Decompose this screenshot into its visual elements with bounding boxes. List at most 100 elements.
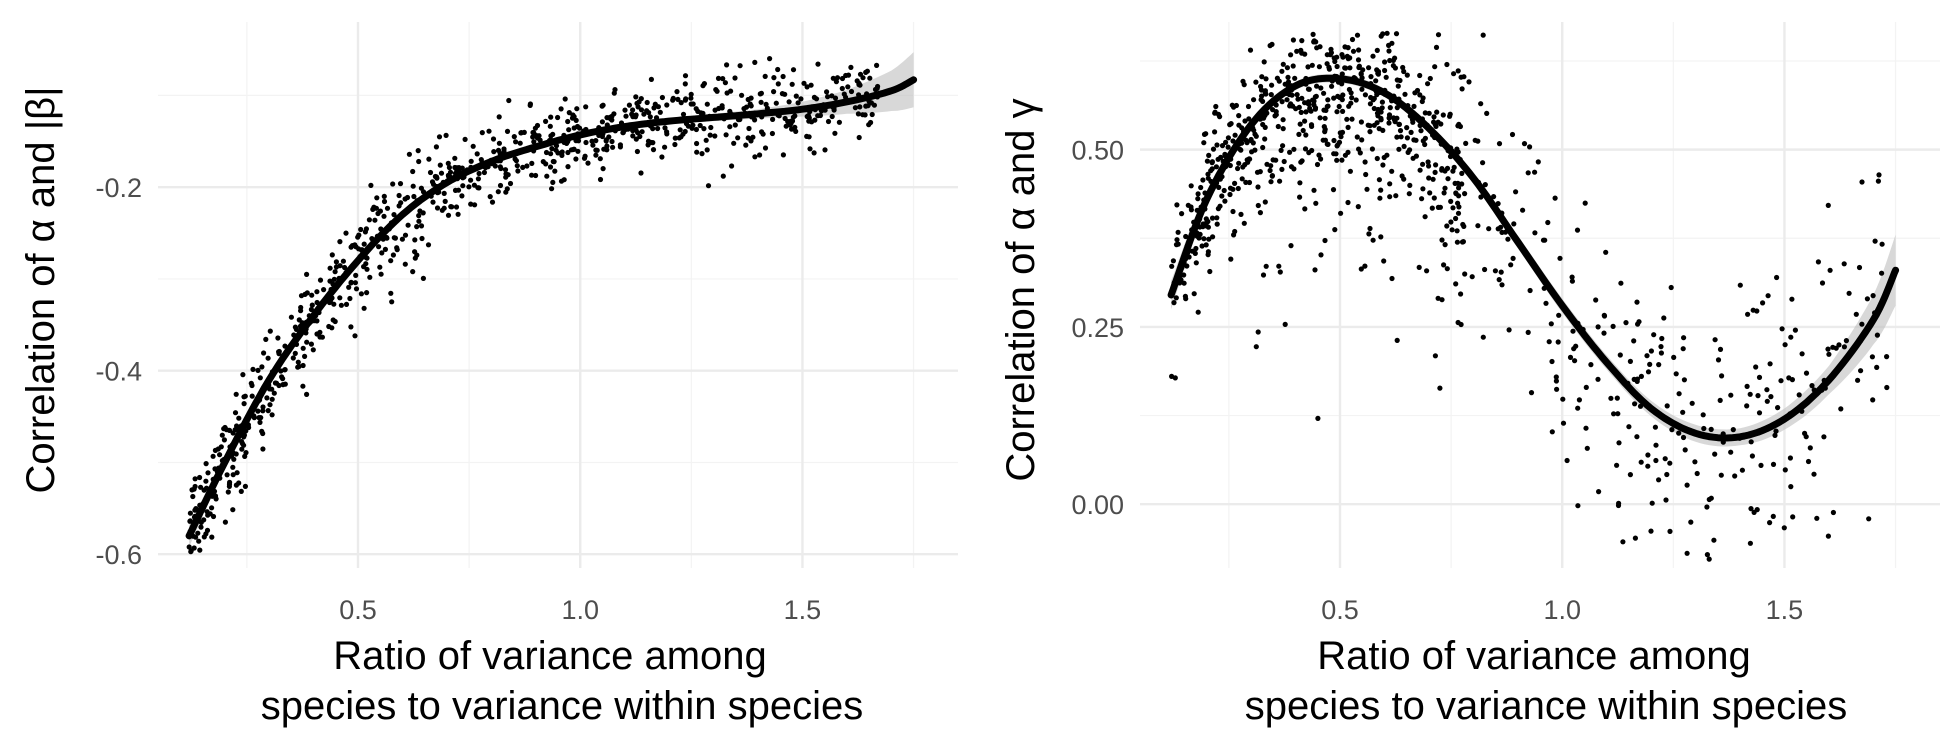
data-point [1496, 141, 1503, 147]
data-point [701, 126, 707, 132]
data-point [1435, 32, 1442, 38]
data-point [1389, 40, 1395, 46]
data-point [288, 314, 294, 320]
data-point [1874, 364, 1880, 370]
data-point [1253, 79, 1259, 85]
data-point [1664, 403, 1670, 409]
data-point [1395, 83, 1401, 89]
data-point [1549, 358, 1555, 365]
data-point [443, 132, 449, 138]
left-scatter-panel: 0.5 1.0 1.5 -0.6 -0.4 -0.2 Correlation of α a… [19, 22, 958, 728]
data-point [1532, 230, 1538, 236]
data-point [593, 147, 599, 153]
left-y-axis-title: Correlation of α and |β| [19, 86, 63, 493]
data-point [1681, 335, 1687, 341]
data-point [1302, 51, 1308, 57]
data-point [1366, 65, 1372, 71]
data-point [1378, 187, 1384, 193]
data-point [331, 301, 337, 307]
data-point [203, 478, 209, 484]
data-point [729, 163, 735, 169]
data-point [1306, 150, 1312, 156]
data-point [1542, 237, 1548, 243]
data-point [1246, 116, 1252, 122]
data-point [1451, 71, 1457, 77]
data-point [1661, 315, 1667, 321]
data-point [1232, 180, 1238, 186]
data-point [555, 114, 561, 121]
data-point [1407, 182, 1413, 188]
data-point [1179, 211, 1185, 217]
data-point [267, 328, 273, 334]
data-point [1819, 280, 1826, 286]
data-point [1570, 328, 1576, 334]
data-point [352, 333, 358, 339]
data-point [338, 302, 344, 308]
data-point [1345, 199, 1351, 206]
data-point [337, 295, 343, 301]
data-point [1230, 138, 1236, 144]
data-point [1424, 268, 1430, 274]
data-point [1441, 262, 1447, 268]
data-point [379, 250, 385, 256]
data-point [1217, 114, 1223, 120]
data-point [1653, 442, 1659, 448]
data-point [1368, 74, 1374, 80]
data-point [1453, 215, 1459, 222]
data-point [1401, 176, 1407, 182]
data-point [236, 415, 242, 421]
data-point [438, 170, 445, 176]
data-point [724, 62, 730, 68]
data-point [1717, 397, 1723, 403]
data-point [476, 185, 482, 191]
data-point [372, 217, 378, 223]
data-point [1362, 263, 1368, 269]
data-point [221, 437, 227, 443]
data-point [221, 426, 227, 432]
data-point [630, 133, 636, 139]
data-point [511, 134, 517, 140]
data-point [1732, 473, 1738, 479]
data-point [390, 252, 396, 258]
data-point [1371, 105, 1377, 112]
data-point [1583, 384, 1589, 390]
data-point [688, 95, 694, 101]
data-point [1303, 109, 1309, 115]
data-point [1363, 171, 1369, 178]
data-point [242, 483, 248, 489]
data-point [1401, 68, 1407, 75]
data-point [1205, 224, 1211, 230]
data-point [304, 271, 310, 277]
data-point [1216, 184, 1222, 190]
data-point [694, 140, 700, 147]
data-point [1235, 185, 1241, 192]
data-point [1764, 398, 1770, 404]
data-point [1332, 58, 1338, 65]
y-tick-label: -0.6 [95, 540, 142, 570]
data-point [317, 277, 324, 283]
data-point [342, 264, 348, 271]
right-fit-line [1167, 74, 1900, 442]
data-point [1673, 371, 1679, 377]
data-point [1181, 280, 1187, 286]
data-point [1667, 460, 1673, 466]
data-point [261, 350, 267, 356]
data-point [1432, 353, 1438, 359]
data-point [346, 284, 352, 290]
data-point [1879, 270, 1885, 276]
data-point [1431, 114, 1437, 120]
data-point [1300, 127, 1306, 134]
data-point [441, 205, 447, 211]
data-point [515, 168, 521, 174]
data-point [1356, 47, 1362, 53]
data-point [1475, 223, 1481, 229]
data-point [1201, 140, 1207, 146]
data-point [662, 144, 668, 150]
data-point [1448, 219, 1454, 225]
data-point [548, 151, 554, 157]
data-point [1172, 375, 1178, 381]
data-point [1277, 178, 1283, 184]
data-point [590, 142, 596, 148]
data-point [1498, 224, 1504, 230]
